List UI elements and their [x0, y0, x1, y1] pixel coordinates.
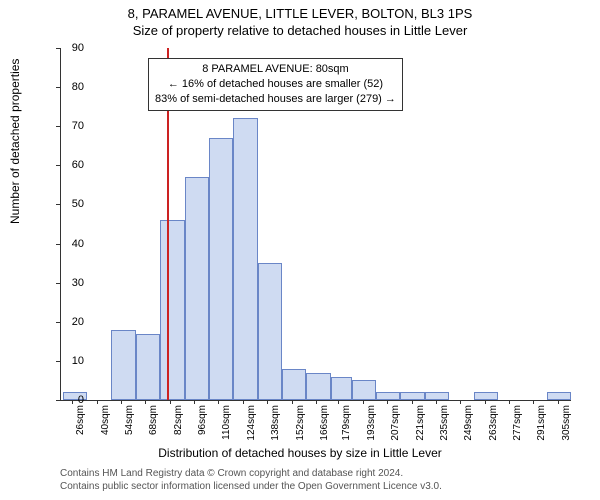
x-tick-label: 291sqm	[536, 405, 547, 445]
x-tick-mark	[338, 400, 339, 404]
histogram-bar	[400, 392, 424, 400]
histogram-bar	[352, 380, 376, 400]
y-tick-label: 30	[44, 277, 84, 289]
x-tick-label: 82sqm	[173, 405, 184, 445]
y-tick-label: 40	[44, 238, 84, 250]
attribution: Contains HM Land Registry data © Crown c…	[60, 468, 442, 493]
x-tick-mark	[316, 400, 317, 404]
histogram-bar	[282, 369, 306, 400]
x-tick-label: 124sqm	[246, 405, 257, 445]
histogram-bar	[233, 118, 257, 400]
histogram-bar	[474, 392, 498, 400]
histogram-bar	[306, 373, 330, 400]
y-tick-label: 60	[44, 159, 84, 171]
y-tick-label: 10	[44, 355, 84, 367]
info-box: 8 PARAMEL AVENUE: 80sqm ← 16% of detache…	[148, 58, 403, 111]
x-tick-label: 263sqm	[488, 405, 499, 445]
histogram-bar	[185, 177, 209, 400]
attribution-line-2: Contains public sector information licen…	[60, 481, 442, 494]
x-tick-label: 68sqm	[148, 405, 159, 445]
x-tick-label: 235sqm	[439, 405, 450, 445]
chart-container: 8, PARAMEL AVENUE, LITTLE LEVER, BOLTON,…	[0, 0, 600, 500]
histogram-bar	[425, 392, 449, 400]
x-tick-mark	[436, 400, 437, 404]
x-tick-label: 305sqm	[561, 405, 572, 445]
x-tick-mark	[363, 400, 364, 404]
x-tick-mark	[292, 400, 293, 404]
attribution-line-1: Contains HM Land Registry data © Crown c…	[60, 468, 442, 481]
x-tick-mark	[145, 400, 146, 404]
x-tick-mark	[72, 400, 73, 404]
x-tick-mark	[121, 400, 122, 404]
x-tick-mark	[218, 400, 219, 404]
histogram-bar	[136, 334, 160, 400]
x-tick-label: 221sqm	[415, 405, 426, 445]
x-tick-mark	[558, 400, 559, 404]
histogram-bar	[258, 263, 282, 400]
y-tick-label: 20	[44, 316, 84, 328]
x-tick-mark	[267, 400, 268, 404]
x-tick-label: 207sqm	[390, 405, 401, 445]
x-tick-mark	[243, 400, 244, 404]
x-tick-mark	[485, 400, 486, 404]
histogram-bar	[331, 377, 352, 400]
x-tick-label: 40sqm	[100, 405, 111, 445]
x-tick-label: 26sqm	[75, 405, 86, 445]
x-tick-mark	[509, 400, 510, 404]
x-tick-label: 138sqm	[270, 405, 281, 445]
info-line-1: 8 PARAMEL AVENUE: 80sqm	[155, 62, 396, 77]
x-tick-label: 110sqm	[221, 405, 232, 445]
x-tick-label: 54sqm	[124, 405, 135, 445]
x-tick-label: 193sqm	[366, 405, 377, 445]
x-tick-label: 96sqm	[197, 405, 208, 445]
x-tick-label: 152sqm	[295, 405, 306, 445]
chart-title-line2: Size of property relative to detached ho…	[0, 21, 600, 38]
histogram-bar	[111, 330, 135, 400]
histogram-bar	[209, 138, 233, 400]
x-tick-mark	[170, 400, 171, 404]
info-line-3: 83% of semi-detached houses are larger (…	[155, 92, 396, 107]
x-axis-label: Distribution of detached houses by size …	[0, 446, 600, 460]
x-tick-mark	[97, 400, 98, 404]
y-axis-label: Number of detached properties	[8, 59, 22, 224]
y-tick-label: 90	[44, 42, 84, 54]
x-tick-mark	[412, 400, 413, 404]
x-tick-label: 166sqm	[319, 405, 330, 445]
y-tick-label: 80	[44, 81, 84, 93]
x-tick-mark	[387, 400, 388, 404]
x-tick-mark	[460, 400, 461, 404]
x-tick-label: 277sqm	[512, 405, 523, 445]
histogram-bar	[160, 220, 184, 400]
x-tick-mark	[194, 400, 195, 404]
info-line-2: ← 16% of detached houses are smaller (52…	[155, 77, 396, 92]
x-tick-label: 249sqm	[463, 405, 474, 445]
histogram-bar	[547, 392, 571, 400]
x-tick-label: 179sqm	[341, 405, 352, 445]
y-tick-label: 70	[44, 120, 84, 132]
y-tick-label: 50	[44, 198, 84, 210]
histogram-bar	[376, 392, 400, 400]
chart-title-line1: 8, PARAMEL AVENUE, LITTLE LEVER, BOLTON,…	[0, 0, 600, 21]
x-tick-mark	[533, 400, 534, 404]
